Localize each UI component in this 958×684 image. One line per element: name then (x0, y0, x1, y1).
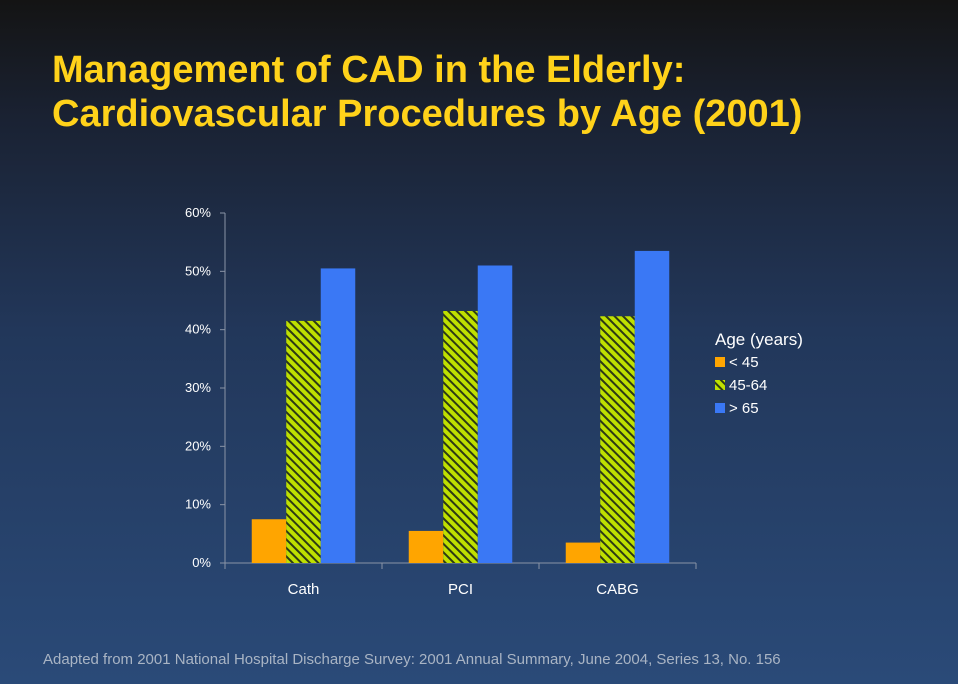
x-tick-label: CABG (596, 581, 639, 598)
y-tick-label: 40% (185, 322, 211, 337)
bar-pci-series-3 (477, 265, 513, 563)
bar-cath-series-3 (320, 268, 356, 563)
legend-label: 45-64 (729, 377, 767, 394)
bar-cabg-series-2 (600, 316, 635, 563)
slide-title-line-2: Cardiovascular Procedures by Age (2001) (52, 93, 803, 135)
legend-swatch (715, 380, 725, 390)
source-footnote: Adapted from 2001 National Hospital Disc… (43, 651, 781, 668)
legend-swatch (715, 403, 725, 413)
bar-pci-series-1 (408, 530, 444, 563)
bar-cabg-series-1 (565, 542, 601, 563)
x-tick-label: Cath (288, 581, 320, 598)
slide-title: Management of CAD in the Elderly: Cardio… (52, 48, 942, 136)
bar-cabg-series-3 (634, 250, 670, 563)
y-tick-label: 20% (185, 438, 211, 453)
y-tick-label: 30% (185, 380, 211, 395)
bar-cath-series-1 (251, 519, 287, 563)
bar-pci-series-2 (443, 311, 478, 563)
plot-area: 0% 10% 20% 30% 40% 50% 60% Cath PCI CABG (185, 205, 697, 598)
legend-title: Age (years) (715, 330, 803, 349)
legend-label: < 45 (729, 354, 759, 371)
y-tick-label: 50% (185, 263, 211, 278)
y-tick-label: 60% (185, 205, 211, 220)
y-tick-label: 0% (192, 555, 211, 570)
y-tick-label: 10% (185, 497, 211, 512)
legend-label: > 65 (729, 400, 759, 417)
x-tick-label: PCI (448, 581, 473, 598)
legend-swatch (715, 357, 725, 367)
chart-legend: Age (years) < 45 45-64 > 65 (715, 330, 803, 417)
bar-cath-series-2 (286, 320, 321, 563)
slide-title-line-1: Management of CAD in the Elderly: (52, 49, 686, 91)
